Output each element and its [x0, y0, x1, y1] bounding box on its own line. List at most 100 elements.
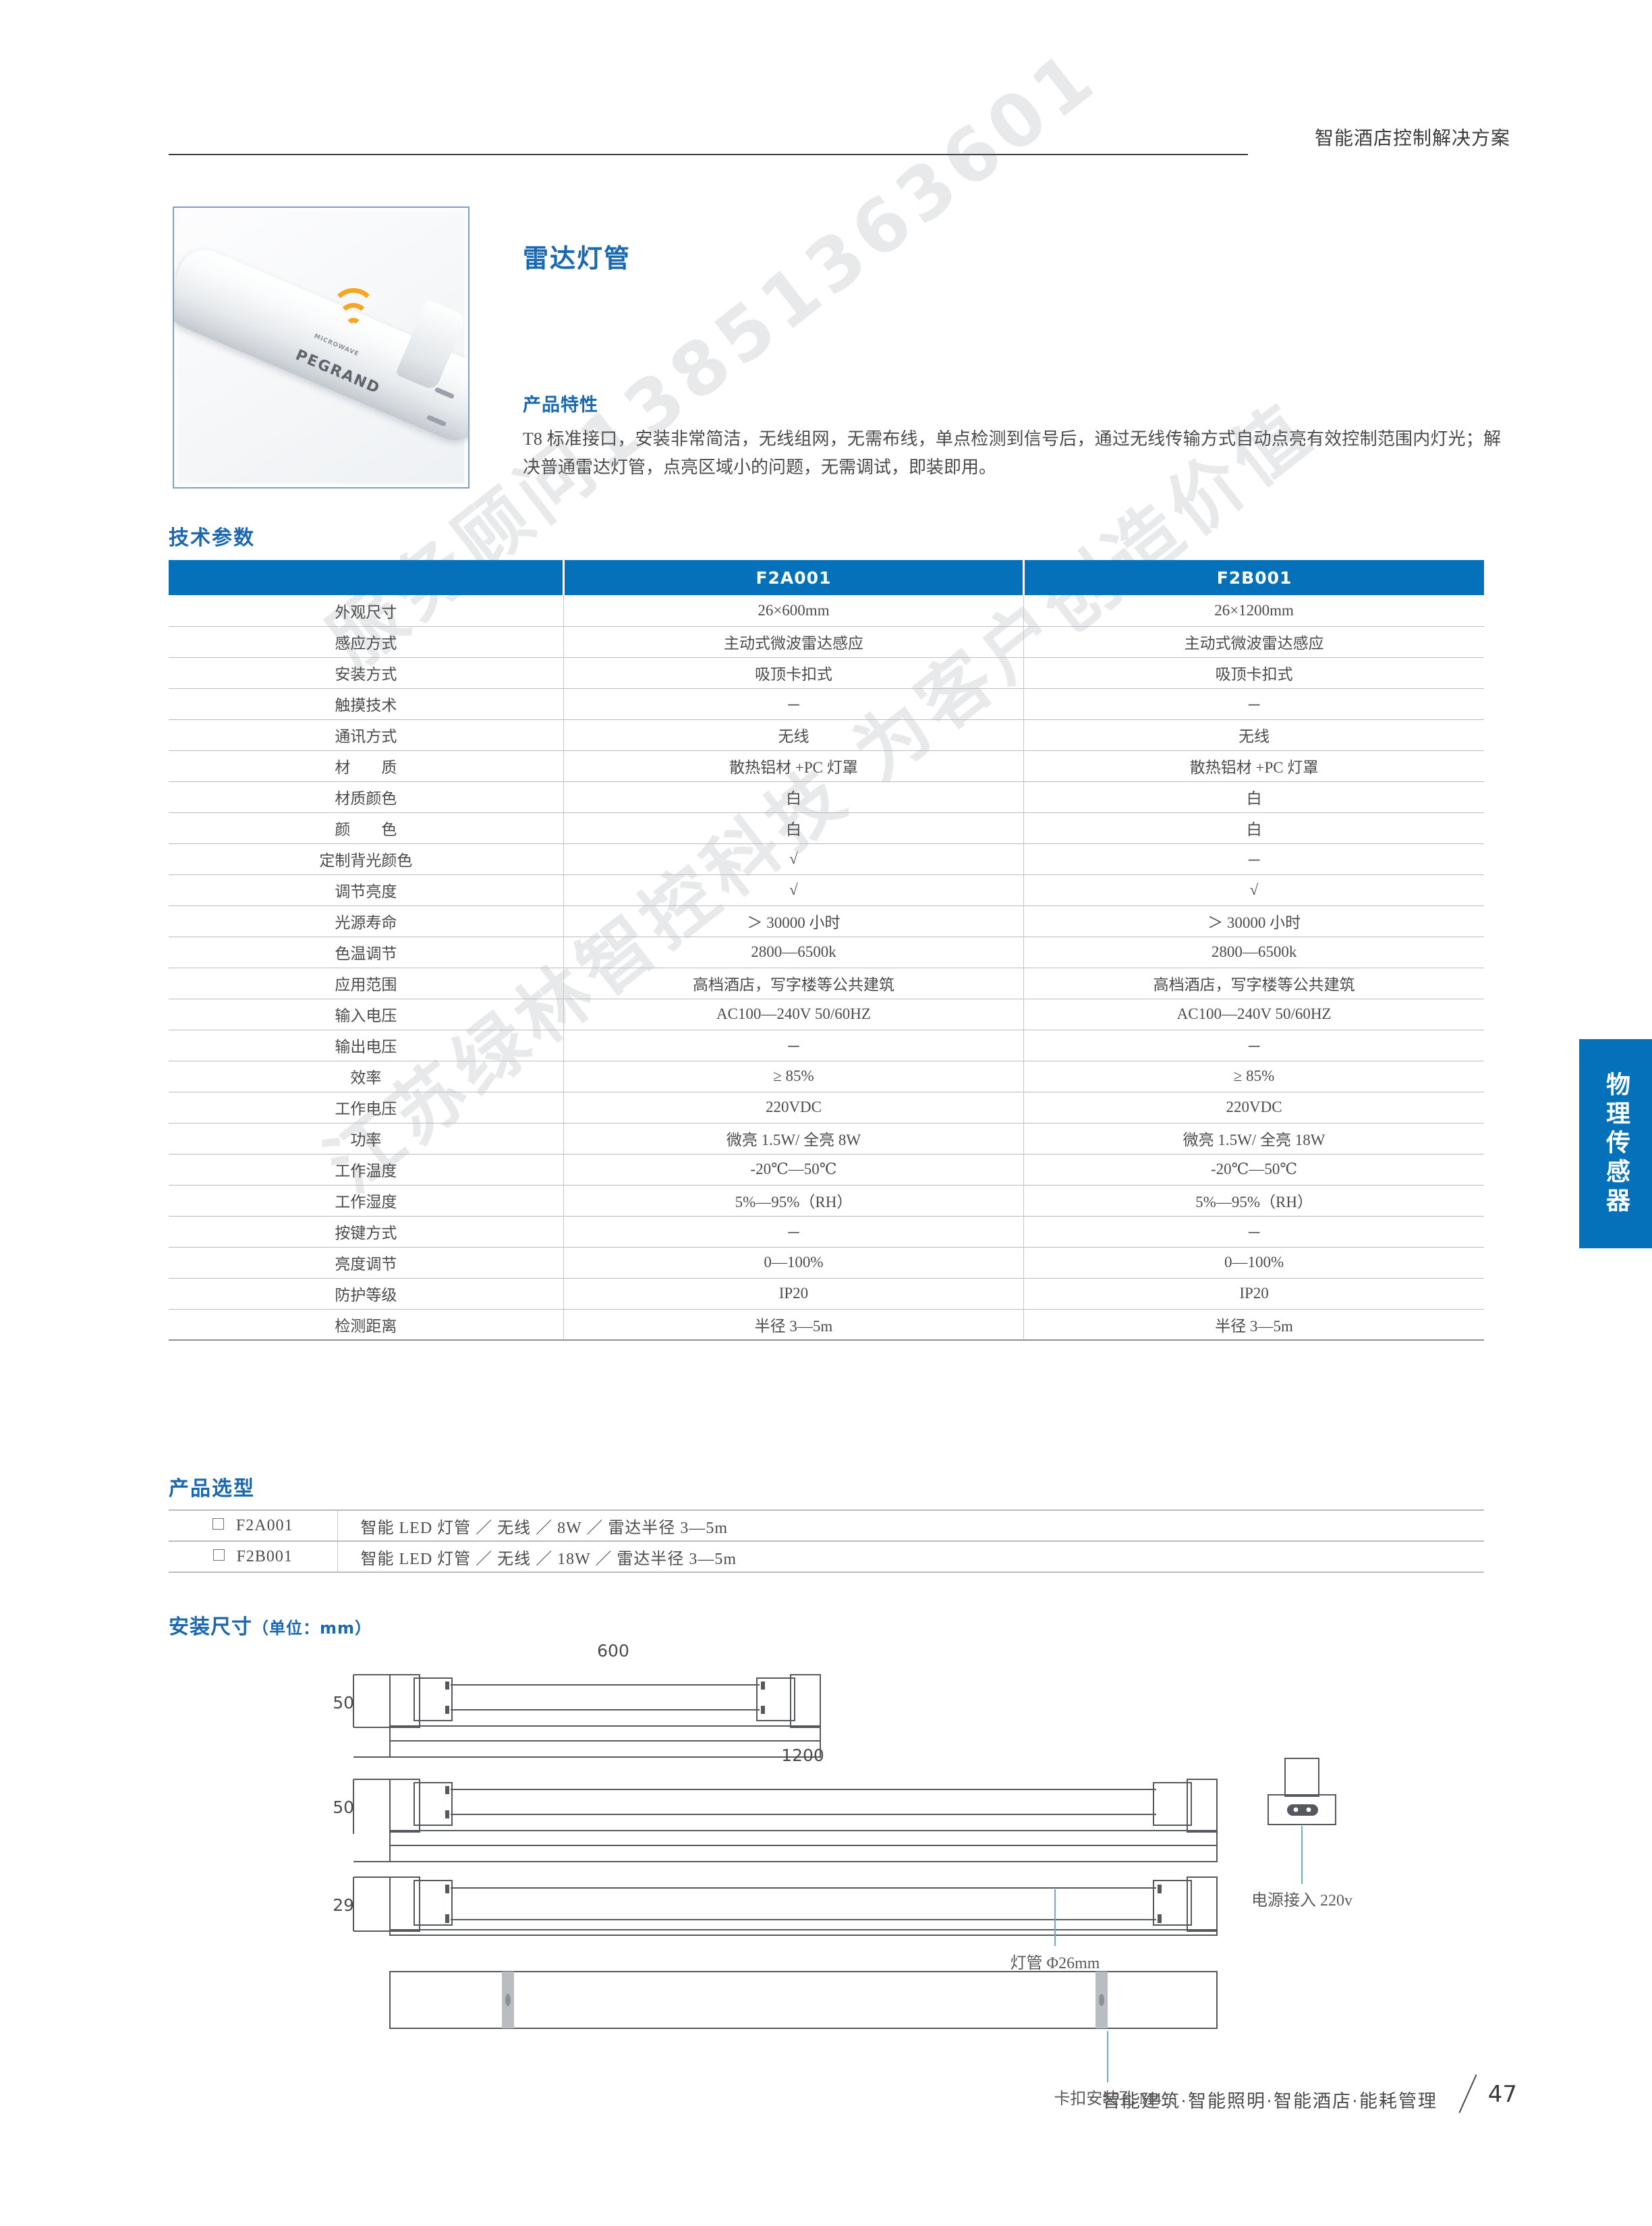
feature-heading: 产品特性 [523, 395, 598, 416]
table-row: 颜 色白白 [169, 812, 1484, 844]
list-item[interactable]: F2B001 智能 LED 灯管 ／ 无线 ／ 18W ／ 雷达半径 3—5m [169, 1540, 1484, 1573]
spec-value-b: ＞ 30000 小时 [1023, 906, 1484, 937]
page-number: 47 [1487, 2081, 1517, 2108]
spec-value-b: √ [1023, 874, 1484, 906]
spec-label: 功率 [169, 1123, 564, 1154]
spec-label: 应用范围 [169, 968, 564, 999]
spec-label: 定制背光颜色 [169, 843, 564, 875]
table-row: 定制背光颜色 √ － [169, 843, 1484, 875]
spec-value-b: 白 [1023, 812, 1484, 844]
spec-label: 防护等级 [169, 1278, 564, 1310]
leader-lines [1054, 1826, 1303, 2082]
checkbox-icon[interactable] [212, 1549, 225, 1561]
footer-text: 智能建筑·智能照明·智能酒店·能耗管理 [1102, 2091, 1437, 2111]
table-row: 按键方式－－ [169, 1216, 1484, 1248]
product-photo: MICROWAVE PEGRAND [173, 206, 469, 489]
selection-code-label: F2B001 [236, 1547, 293, 1565]
spec-label: 外观尺寸 [169, 595, 564, 627]
spec-value-a: AC100—240V 50/60HZ [563, 999, 1024, 1030]
spec-value-b: ≥ 85% [1023, 1061, 1484, 1092]
power-adapter-icon [1268, 1758, 1336, 1825]
selection-table: F2A001 智能 LED 灯管 ／ 无线 ／ 8W ／ 雷达半径 3—5m F2B… [169, 1509, 1484, 1573]
drawing-view-1200 [353, 1779, 1218, 1862]
checkbox-icon[interactable] [212, 1518, 224, 1530]
spec-value-a: 2800—6500k [563, 937, 1024, 968]
table-row: 检测距离 半径 3—5m 半径 3—5m [169, 1309, 1484, 1341]
side-tab-physical-sensor[interactable]: 物理传感器 [1579, 1039, 1652, 1248]
spec-label: 材质颜色 [169, 781, 564, 813]
spec-value-a: 白 [563, 812, 1024, 844]
spec-value-b: － [1023, 1216, 1484, 1248]
table-row: 通讯方式 无线 无线 [169, 719, 1484, 751]
dim-height-50-b: 50 [333, 1798, 354, 1817]
spec-label: 安装方式 [169, 657, 564, 689]
table-row: 输入电压 AC100—240V 50/60HZ AC100—240V 50/60HZ [169, 999, 1484, 1030]
dimensions-heading: 安装尺寸（单位：mm） [169, 1610, 372, 1640]
spec-value-a: 高档酒店，写字楼等公共建筑 [563, 968, 1024, 999]
th-model-b: F2B001 [1023, 560, 1484, 595]
spec-value-b: 半径 3—5m [1023, 1309, 1484, 1341]
spec-label: 检测距离 [169, 1309, 564, 1341]
spec-label: 输出电压 [169, 1030, 564, 1061]
spec-value-a: － [563, 688, 1024, 720]
spec-value-a: 5%—95%（RH） [563, 1185, 1024, 1217]
table-row: 安装方式 吸顶卡扣式 吸顶卡扣式 [169, 657, 1484, 689]
spec-value-a: 散热铝材 +PC 灯罩 [563, 750, 1024, 782]
spec-label: 颜 色 [169, 812, 564, 844]
note-tube-diameter: 灯管 Φ26mm [1010, 1954, 1100, 1972]
dim-height-29: 29 [333, 1895, 354, 1915]
spec-value-a: 半径 3—5m [563, 1309, 1024, 1341]
note-mounting-hole: 卡扣安装孔 M4 [1054, 2090, 1161, 2108]
spec-value-a: IP20 [563, 1278, 1024, 1310]
dim-length-1200: 1200 [781, 1746, 824, 1765]
spec-value-b: 0—100% [1023, 1247, 1484, 1279]
spec-label: 工作温度 [169, 1154, 564, 1186]
spec-value-a: 微亮 1.5W/ 全亮 8W [563, 1123, 1024, 1154]
spec-label: 通讯方式 [169, 719, 564, 751]
spec-value-b: 26×1200mm [1023, 595, 1484, 627]
spec-value-b: AC100—240V 50/60HZ [1023, 999, 1484, 1030]
drawing-view-plate [389, 1971, 1218, 2029]
selection-heading: 产品选型 [169, 1477, 255, 1501]
side-tab-label: 物理传感器 [1602, 1071, 1630, 1217]
spec-label: 工作电压 [169, 1092, 564, 1123]
table-row: 防护等级 IP20 IP20 [169, 1278, 1484, 1310]
spec-label: 调节亮度 [169, 874, 564, 906]
dimensions-heading-text: 安装尺寸 [169, 1615, 252, 1639]
selection-code[interactable]: F2B001 [169, 1540, 337, 1573]
spec-value-b: 微亮 1.5W/ 全亮 18W [1023, 1123, 1484, 1154]
spec-label: 工作湿度 [169, 1185, 564, 1217]
spec-value-b: 5%—95%（RH） [1023, 1185, 1484, 1217]
spec-value-b: 白 [1023, 781, 1484, 813]
spec-label: 输入电压 [169, 999, 564, 1030]
list-item[interactable]: F2A001 智能 LED 灯管 ／ 无线 ／ 8W ／ 雷达半径 3—5m [169, 1509, 1484, 1541]
spec-value-a: － [563, 1216, 1024, 1248]
table-row: 工作电压 220VDC 220VDC [169, 1092, 1484, 1123]
table-row: 材质颜色白白 [169, 781, 1484, 813]
spec-value-b: － [1023, 843, 1484, 875]
table-row: 亮度调节 0—100% 0—100% [169, 1247, 1484, 1279]
spec-label: 效率 [169, 1061, 564, 1092]
spec-label: 感应方式 [169, 626, 564, 658]
table-row: 应用范围 高档酒店，写字楼等公共建筑 高档酒店，写字楼等公共建筑 [169, 968, 1484, 999]
table-row: 光源寿命＞ 30000 小时＞ 30000 小时 [169, 906, 1484, 937]
tech-heading: 技术参数 [169, 526, 255, 550]
table-row: 工作湿度 5%—95%（RH） 5%—95%（RH） [169, 1185, 1484, 1217]
spec-value-b: IP20 [1023, 1278, 1484, 1310]
drawing-view-29 [353, 1876, 1218, 1936]
spec-value-a: 220VDC [563, 1092, 1024, 1123]
selection-code[interactable]: F2A001 [169, 1509, 337, 1541]
spec-value-a: － [563, 1030, 1024, 1061]
spec-value-b: 2800—6500k [1023, 937, 1484, 968]
spec-value-a: 白 [563, 781, 1024, 813]
spec-value-a: ≥ 85% [563, 1061, 1024, 1092]
spec-value-a: -20℃—50℃ [563, 1154, 1024, 1186]
spec-label: 触摸技术 [169, 688, 564, 720]
spec-value-b: 高档酒店，写字楼等公共建筑 [1023, 968, 1484, 999]
drawing-view-600 [353, 1674, 821, 1758]
spec-value-b: － [1023, 688, 1484, 720]
header-rule [169, 154, 1248, 155]
spec-value-a: ＞ 30000 小时 [563, 906, 1024, 937]
table-row: 输出电压－－ [169, 1030, 1484, 1061]
dim-height-50-a: 50 [333, 1693, 354, 1713]
